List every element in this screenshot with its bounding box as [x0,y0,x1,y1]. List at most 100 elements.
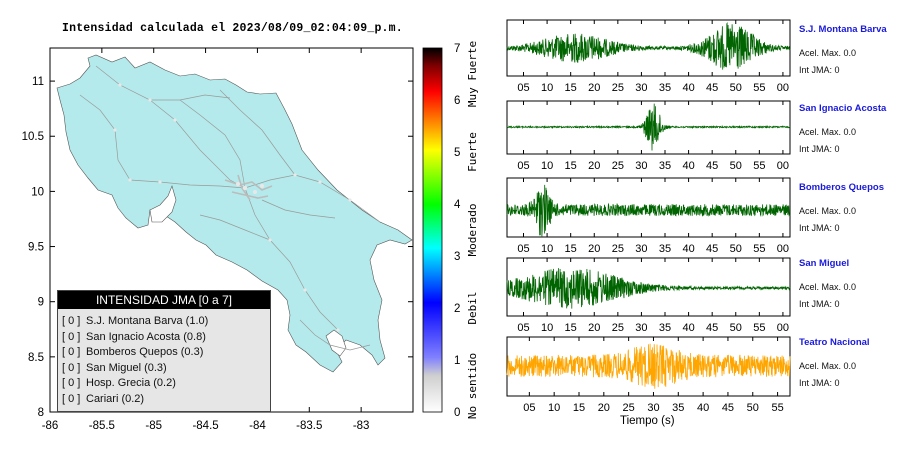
time-axis-label: Tiempo (s) [620,415,675,427]
station-name: S.J. Montana Barva [799,24,887,35]
seismogram-x-tick-label: 50 [730,322,742,334]
seismogram-x-tick-label: 45 [722,402,734,414]
legend-item-station: Cariari (0.2) [86,392,145,405]
seismogram-x-tick-label: 55 [771,402,783,414]
legend-item: [ 0 ] San Ignacio Acosta (0.8) [62,330,208,346]
seismogram-trace [506,268,791,309]
map-y-tick-label: 10 [31,186,44,198]
station-name: San Miguel [799,258,850,269]
seismogram-x-tick-label: 25 [612,322,624,334]
colorbar-category-label: Debil [466,291,479,324]
seismogram-trace [506,21,791,70]
seismogram-x-tick-label: 55 [753,160,765,172]
seismogram-x-tick-label: 25 [612,243,624,255]
costa-rica-land [56,54,413,373]
seismogram-x-tick-label: 30 [647,402,659,414]
map-y-tick-label: 9 [38,297,44,309]
seismogram-x-tick-label: 05 [517,160,529,172]
colorbar-tick-label: 6 [454,95,460,107]
seismogram-x-tick-label: 00 [777,243,789,255]
seismogram-x-tick-label: 05 [517,243,529,255]
seismogram-x-tick-label: 10 [541,160,553,172]
seismogram-x-tick-label: 35 [659,82,671,94]
intensity-colorbar: 0 1 2 3 4 5 6 7 No sentido Debil Moderado Fuerte Mu… [422,41,479,419]
legend-item: [ 0 ] S.J. Montana Barva (1.0) [62,314,208,330]
seismogram-x-tick-label: 15 [565,322,577,334]
seismogram-x-tick-label: 15 [565,243,577,255]
seismogram-x-tick-label: 50 [730,82,742,94]
seismogram-x-tick-label: 10 [541,82,553,94]
map-y-tick-label: 10.5 [22,131,44,143]
station-jma: Int JMA: 0 [799,144,840,154]
legend-item: [ 0 ] Cariari (0.2) [62,392,208,408]
seismogram-x-tick-label: 10 [541,322,553,334]
colorbar-tick-label: 7 [454,43,460,55]
legend-item-level: [ 0 ] [62,346,81,359]
seismogram-x-tick-label: 10 [548,402,560,414]
station-jma: Int JMA: 0 [799,223,840,233]
map-x-tick-label: -85 [145,420,162,432]
station-accel: Acel. Max. 0.0 [799,206,857,216]
station-accel: Acel. Max. 0.0 [799,361,857,371]
colorbar-category-label: Fuerte [466,132,479,172]
colorbar-ticks: 0 1 2 3 4 5 6 7 [454,43,461,419]
colorbar-tick-label: 4 [454,199,461,211]
station-name: San Ignacio Acosta [799,103,887,114]
seismogram-panels: 05 10 15 20 25 30 35 40 45 50 55 00 05 10 15 20 25 30 35 40… [506,19,791,414]
seismogram-x-tick-label: 40 [697,402,709,414]
seismogram-x-tick-label: 50 [730,243,742,255]
colorbar-tick-label: 3 [454,251,460,263]
legend-item: [ 0 ] San Miguel (0.3) [62,361,208,377]
seismogram-x-tick-label: 05 [517,322,529,334]
seismogram-x-tick-label: 30 [635,82,647,94]
legend-item-station: Bomberos Quepos (0.3) [86,346,204,359]
map-title: Intensidad calculada el 2023/08/09_02:04… [62,22,403,35]
map-x-tick-label: -84 [249,420,266,432]
legend-title: INTENSIDAD JMA [0 a 7] [58,291,270,309]
seismogram-x-tick-label: 20 [598,402,610,414]
legend-item-station: Hosp. Grecia (0.2) [86,377,176,390]
station-jma: Int JMA: 0 [799,65,840,75]
gulf-of-nicoya [149,185,177,223]
legend-item-station: S.J. Montana Barva (1.0) [86,315,209,327]
legend-item-station: San Ignacio Acosta (0.8) [86,330,206,343]
station-name: Teatro Nacional [799,337,870,348]
map-x-tick-label: -84.5 [192,420,218,432]
seismogram-x-tick-label: 15 [565,82,577,94]
seismogram-x-tick-label: 15 [565,160,577,172]
colorbar-category-label: Moderado [466,204,479,257]
colorbar-category-label: No sentido [466,353,479,419]
map-x-tick-label: -85.5 [89,420,115,432]
seismogram-x-tick-label: 00 [777,160,789,172]
legend-item-level: [ 0 ] [62,315,81,327]
town-markers [113,83,352,332]
seismogram-x-tick-label: 25 [623,402,635,414]
seismogram-x-tick-label: 40 [682,82,694,94]
seismogram-x-tick-label: 45 [706,82,718,94]
seismogram-x-tick-label: 40 [682,322,694,334]
legend-item-level: [ 0 ] [62,377,81,390]
seismogram-x-tick-label: 30 [635,160,647,172]
seismogram-x-tick-label: 35 [659,322,671,334]
seismogram-x-tick-label: 30 [635,243,647,255]
seismogram-x-tick-label: 40 [682,160,694,172]
seismogram-panel: 05 10 15 20 25 30 35 40 45 50 55 00 [506,257,791,334]
colorbar-category-label: Muy Fuerte [466,41,479,107]
seismogram-x-tick-label: 55 [753,322,765,334]
seismogram-x-tick-label: 55 [753,243,765,255]
seismogram-x-tick-label: 20 [588,322,600,334]
map-x-tick-label: -86 [42,420,59,432]
seismogram-x-tick-label: 00 [777,82,789,94]
seismogram-panel: 05 10 15 20 25 30 35 40 45 50 55 00 [506,177,791,255]
map-x-tick-label: -83.5 [296,420,322,432]
seismogram-x-tick-label: 45 [706,243,718,255]
seismogram-panel: 05 10 15 20 25 30 35 40 45 50 55 00 [506,19,791,94]
colorbar-tick-label: 1 [454,355,460,367]
seismogram-panel: 05 10 15 20 25 30 35 40 45 50 55 [506,336,791,414]
legend-item: [ 0 ] Hosp. Grecia (0.2) [62,376,208,392]
seismogram-x-tick-label: 45 [706,160,718,172]
central-valley-roads [224,174,273,201]
seismogram-x-tick-label: 25 [612,160,624,172]
seismogram-x-tick-label: 45 [706,322,718,334]
seismogram-x-tick-label: 50 [747,402,759,414]
